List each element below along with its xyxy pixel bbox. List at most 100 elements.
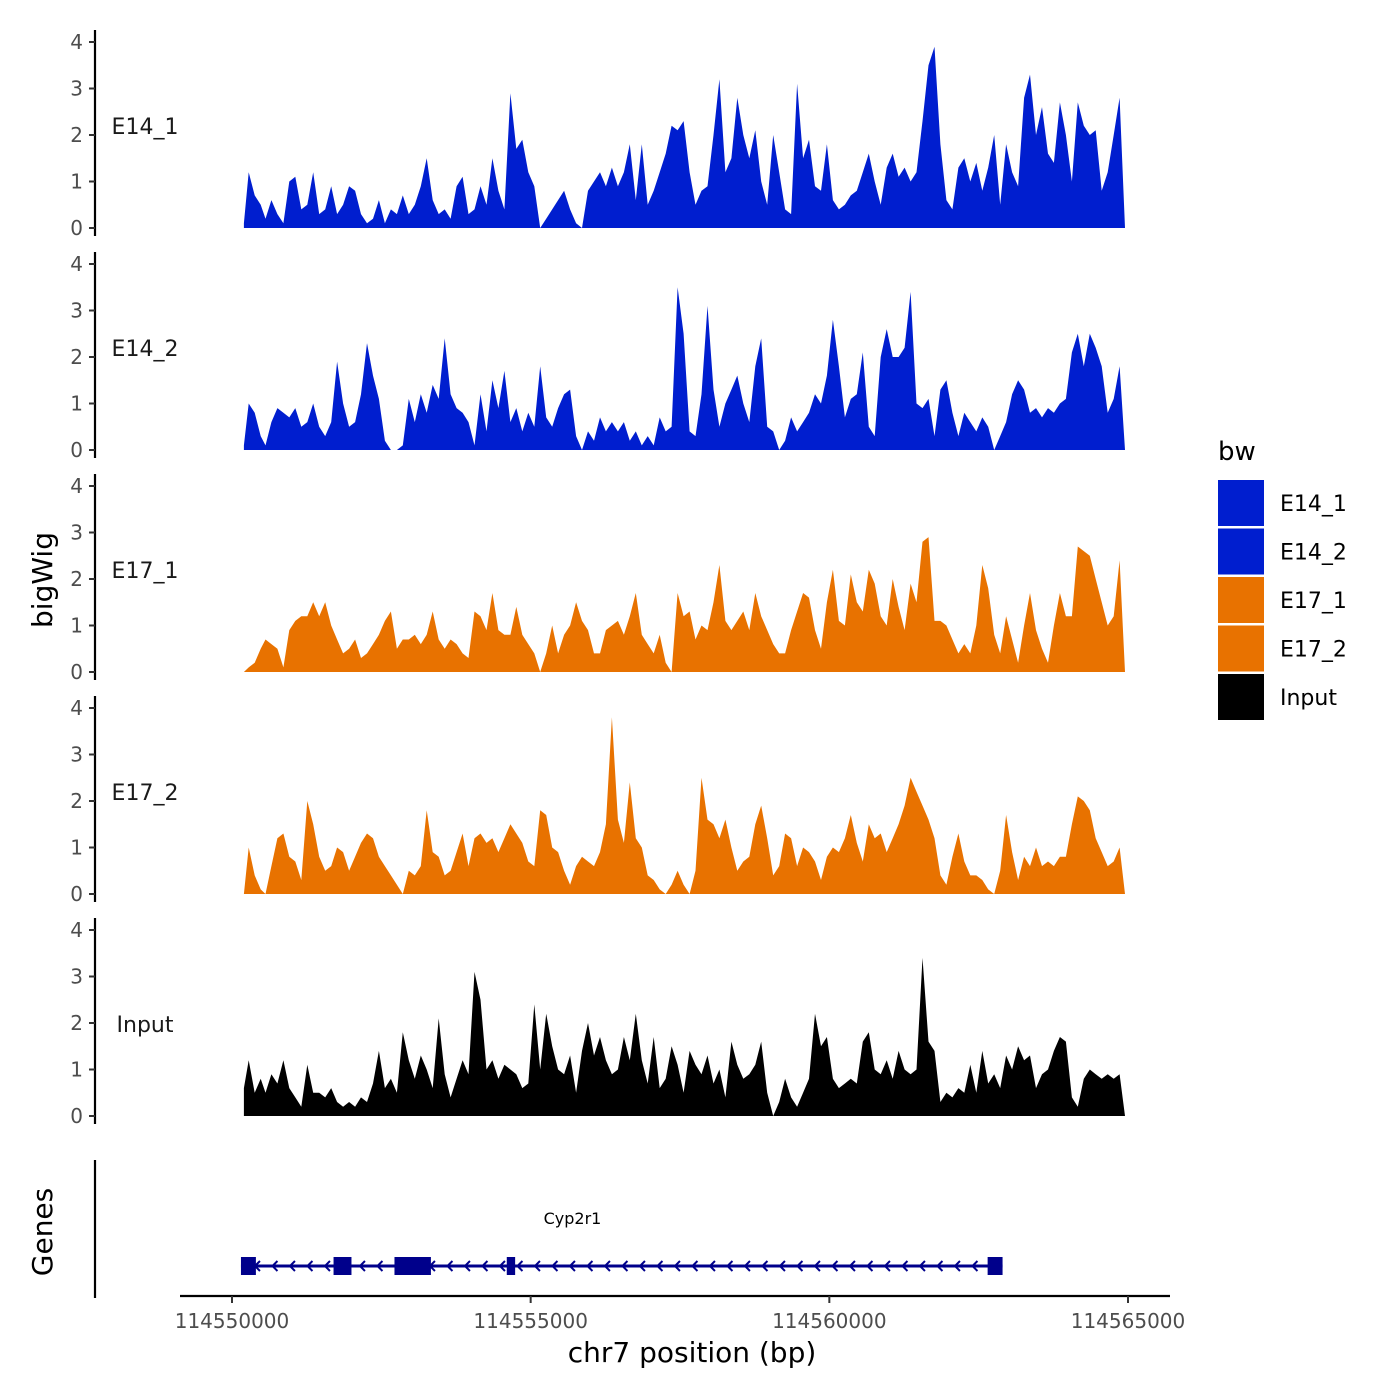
strand-arrow [901, 1260, 909, 1272]
area-e17-1 [243, 537, 1125, 672]
strand-arrow [866, 1260, 874, 1272]
strand-arrow [568, 1260, 576, 1272]
legend: bw E14_1 E14_2 E17_1 E17_2 Input [1218, 437, 1347, 720]
x-tick-label: 114560000 [772, 1309, 887, 1333]
track-e14-1: 0 1 2 3 4 E14_1 [70, 30, 1125, 240]
legend-swatch [1218, 528, 1264, 575]
x-tick-label: 114565000 [1071, 1309, 1186, 1333]
strand-arrow [638, 1260, 646, 1272]
y-tick-label: 1 [70, 614, 83, 638]
strand-arrow [936, 1260, 944, 1272]
strand-arrow [323, 1260, 331, 1272]
strand-arrow [813, 1260, 821, 1272]
gene-exon [394, 1257, 431, 1275]
gene-exon [506, 1257, 516, 1275]
strand-arrow [831, 1260, 839, 1272]
y-tick-label: 1 [70, 392, 83, 416]
legend-swatch [1218, 577, 1264, 623]
strand-arrow [743, 1260, 751, 1272]
strand-arrow [848, 1260, 856, 1272]
area-input [243, 957, 1125, 1116]
strand-arrow [656, 1260, 664, 1272]
strand-arrow [953, 1260, 961, 1272]
strand-arrow [533, 1260, 541, 1272]
y-tick-label: 2 [70, 567, 83, 591]
track-label: Input [117, 1013, 174, 1038]
legend-label: E14_1 [1280, 492, 1347, 517]
x-axis-title: chr7 position (bp) [568, 1336, 817, 1369]
track-e17-2: 0 1 2 3 4 E17_2 [70, 696, 1125, 906]
area-e17-2 [243, 717, 1125, 894]
strand-arrow [481, 1260, 489, 1272]
area-e14-1 [243, 46, 1125, 229]
strand-arrow [708, 1260, 716, 1272]
y-tick-label: 2 [70, 123, 83, 147]
legend-label: Input [1280, 686, 1337, 711]
legend-label: E17_2 [1280, 638, 1347, 663]
track-label: E17_1 [112, 559, 179, 584]
strand-arrow [376, 1260, 384, 1272]
y-tick-label: 4 [70, 474, 83, 498]
y-tick-label: 3 [70, 965, 83, 989]
track-label: E14_2 [112, 337, 179, 362]
legend-swatch [1218, 674, 1264, 720]
track-e17-1: 0 1 2 3 4 E17_1 [70, 474, 1125, 684]
y-tick-label: 4 [70, 696, 83, 720]
gene-exon [987, 1257, 1003, 1275]
y-tick-label: 0 [70, 438, 83, 462]
strand-arrow [498, 1260, 506, 1272]
strand-arrow [621, 1260, 629, 1272]
strand-arrow [288, 1260, 296, 1272]
strand-arrow [271, 1260, 279, 1272]
track-label: E14_1 [112, 115, 179, 140]
strand-arrow [516, 1260, 524, 1272]
y-tick-label: 4 [70, 918, 83, 942]
strand-arrow [673, 1260, 681, 1272]
strand-arrow [358, 1260, 366, 1272]
y-tick-label: 4 [70, 252, 83, 276]
strand-arrow [796, 1260, 804, 1272]
y-tick-label: 2 [70, 789, 83, 813]
gene-exon [240, 1257, 256, 1275]
y-tick-label: 0 [70, 660, 83, 684]
y-tick-label: 0 [70, 1104, 83, 1128]
strand-arrow [603, 1260, 611, 1272]
genes-axis-title: Genes [26, 1188, 59, 1276]
strand-arrow [551, 1260, 559, 1272]
y-tick-label: 0 [70, 882, 83, 906]
strand-arrow [586, 1260, 594, 1272]
track-input: 0 1 2 3 4 Input [70, 918, 1125, 1128]
y-tick-label: 2 [70, 1011, 83, 1035]
legend-title: bw [1218, 437, 1256, 467]
gene-track: Cyp2r1 [93, 1160, 1003, 1298]
y-tick-label: 3 [70, 77, 83, 101]
strand-arrow [971, 1260, 979, 1272]
y-tick-label: 2 [70, 345, 83, 369]
y-tick-label: 3 [70, 299, 83, 323]
strand-arrow [691, 1260, 699, 1272]
strand-arrow [778, 1260, 786, 1272]
gene-exon [333, 1257, 352, 1275]
y-tick-label: 3 [70, 521, 83, 545]
track-label: E17_2 [112, 781, 179, 806]
legend-label: E17_1 [1280, 589, 1347, 614]
x-axis: 114550000 114555000 114560000 114565000 [175, 1294, 1186, 1333]
gene-name-label: Cyp2r1 [544, 1209, 602, 1228]
strand-arrow [446, 1260, 454, 1272]
strand-arrow [463, 1260, 471, 1272]
track-e14-2: 0 1 2 3 4 E14_2 [70, 252, 1125, 462]
y-tick-label: 4 [70, 30, 83, 54]
legend-label: E14_2 [1280, 541, 1347, 566]
legend-swatch [1218, 480, 1264, 526]
y-axis-title: bigWig [26, 532, 59, 628]
strand-arrow [726, 1260, 734, 1272]
x-tick-label: 114550000 [175, 1309, 290, 1333]
x-tick-label: 114555000 [473, 1309, 588, 1333]
bigwig-tracks: 0 1 2 3 4 E14_1 0 1 2 3 4 E14_2 0 1 2 3 4 E17_1 0 1 2 3 4 E17_2… [70, 30, 1125, 1128]
y-tick-label: 0 [70, 216, 83, 240]
legend-swatch [1218, 625, 1264, 672]
strand-arrow [883, 1260, 891, 1272]
strand-arrow [761, 1260, 769, 1272]
y-tick-label: 3 [70, 743, 83, 767]
